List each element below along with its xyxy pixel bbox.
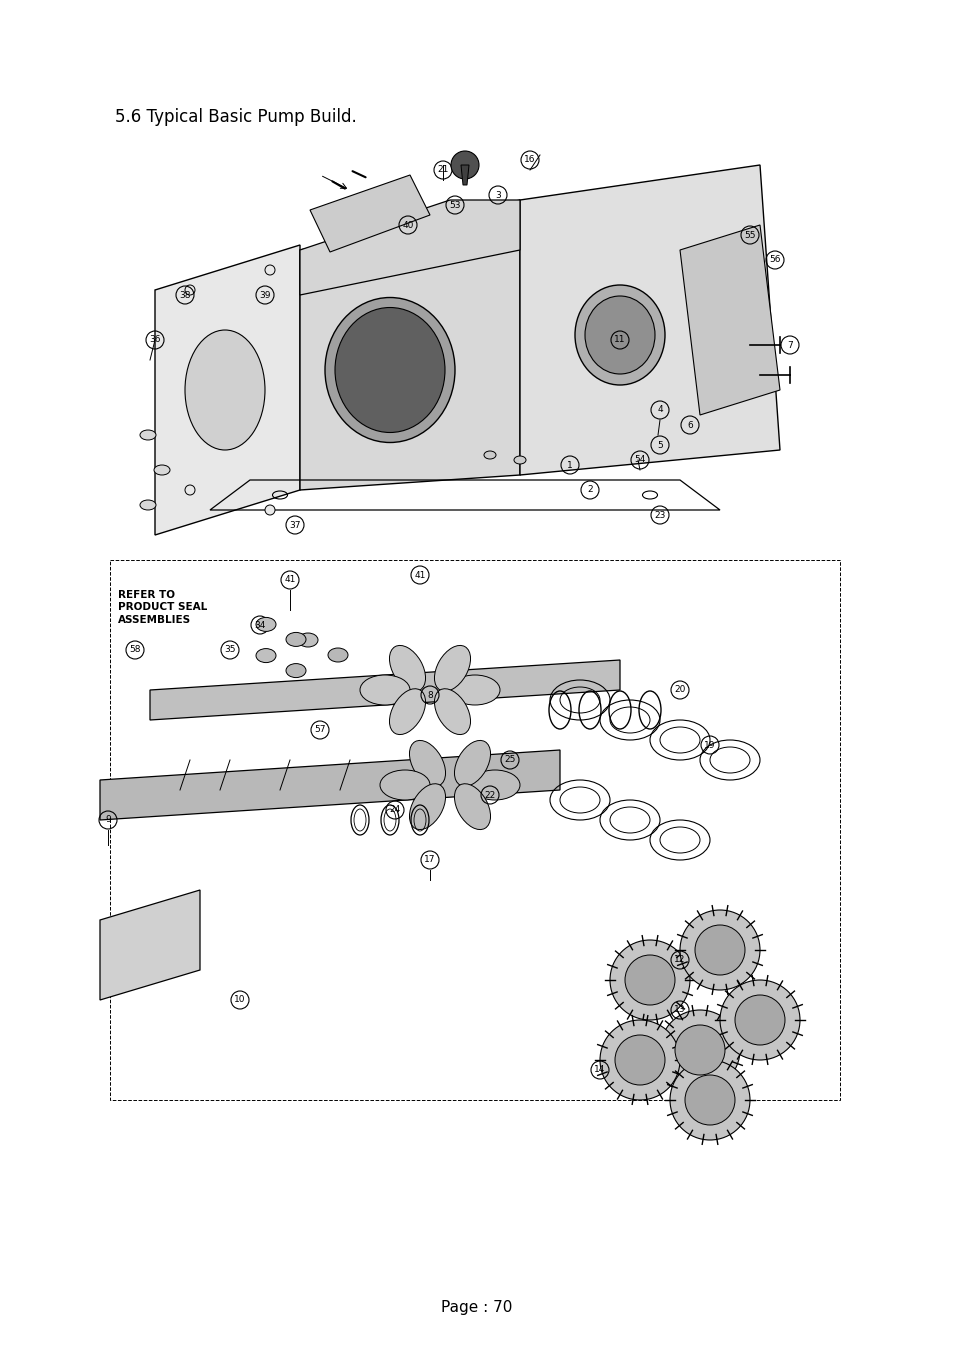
Ellipse shape — [514, 457, 525, 463]
Circle shape — [609, 940, 689, 1020]
Text: 11: 11 — [614, 335, 625, 345]
Text: 23: 23 — [654, 511, 665, 520]
Text: 40: 40 — [402, 220, 414, 230]
Circle shape — [451, 151, 478, 178]
Ellipse shape — [297, 634, 317, 647]
Text: 22: 22 — [484, 790, 496, 800]
Circle shape — [599, 1020, 679, 1100]
Ellipse shape — [286, 663, 306, 678]
Polygon shape — [679, 226, 780, 415]
Polygon shape — [100, 750, 559, 820]
Text: Page : 70: Page : 70 — [441, 1300, 512, 1315]
Ellipse shape — [255, 648, 275, 662]
Ellipse shape — [328, 648, 348, 662]
Text: 8: 8 — [427, 690, 433, 700]
Ellipse shape — [409, 784, 445, 830]
Ellipse shape — [153, 465, 170, 476]
Text: 17: 17 — [424, 855, 436, 865]
Circle shape — [734, 994, 784, 1046]
Polygon shape — [310, 176, 430, 253]
Text: 36: 36 — [149, 335, 161, 345]
Ellipse shape — [470, 770, 519, 800]
Ellipse shape — [379, 770, 430, 800]
Ellipse shape — [454, 740, 490, 786]
Text: 16: 16 — [524, 155, 536, 165]
Ellipse shape — [584, 296, 655, 374]
Text: 4: 4 — [657, 405, 662, 415]
Text: 6: 6 — [686, 420, 692, 430]
Circle shape — [615, 1035, 664, 1085]
Text: 14: 14 — [594, 1066, 605, 1074]
Text: 2: 2 — [587, 485, 592, 494]
Ellipse shape — [434, 689, 470, 735]
Ellipse shape — [185, 330, 265, 450]
Circle shape — [695, 925, 744, 975]
Circle shape — [720, 979, 800, 1061]
Ellipse shape — [140, 430, 156, 440]
Circle shape — [669, 1061, 749, 1140]
Text: 54: 54 — [634, 455, 645, 465]
Ellipse shape — [389, 646, 425, 692]
Circle shape — [185, 485, 194, 494]
Ellipse shape — [325, 297, 455, 443]
Text: 7: 7 — [786, 340, 792, 350]
Text: 24: 24 — [389, 805, 400, 815]
Polygon shape — [150, 661, 619, 720]
Text: REFER TO
PRODUCT SEAL
ASSEMBLIES: REFER TO PRODUCT SEAL ASSEMBLIES — [118, 590, 207, 624]
Polygon shape — [519, 165, 780, 476]
Text: 25: 25 — [504, 755, 516, 765]
Ellipse shape — [454, 784, 490, 830]
Text: 41: 41 — [414, 570, 425, 580]
Text: 5: 5 — [657, 440, 662, 450]
Circle shape — [185, 285, 194, 295]
Ellipse shape — [335, 308, 444, 432]
Text: 21: 21 — [436, 166, 448, 174]
Text: 12: 12 — [674, 955, 685, 965]
Text: 39: 39 — [259, 290, 271, 300]
Text: 34: 34 — [254, 620, 265, 630]
Ellipse shape — [255, 617, 275, 631]
Polygon shape — [460, 165, 469, 185]
Circle shape — [265, 265, 274, 276]
Polygon shape — [299, 200, 519, 295]
Text: 53: 53 — [449, 200, 460, 209]
Text: 58: 58 — [129, 646, 141, 654]
Text: 35: 35 — [224, 646, 235, 654]
Text: 13: 13 — [674, 1005, 685, 1015]
Text: 41: 41 — [284, 576, 295, 585]
Circle shape — [675, 1025, 724, 1075]
Text: 10: 10 — [234, 996, 246, 1005]
Text: 5.6 Typical Basic Pump Build.: 5.6 Typical Basic Pump Build. — [115, 108, 356, 126]
Text: 9: 9 — [105, 816, 111, 824]
Ellipse shape — [389, 689, 425, 735]
Ellipse shape — [409, 740, 445, 786]
Circle shape — [265, 505, 274, 515]
Circle shape — [659, 1011, 740, 1090]
Ellipse shape — [286, 632, 306, 646]
Ellipse shape — [434, 646, 470, 692]
Text: 55: 55 — [743, 231, 755, 239]
Ellipse shape — [140, 500, 156, 509]
Circle shape — [679, 911, 760, 990]
Ellipse shape — [483, 451, 496, 459]
Text: 57: 57 — [314, 725, 325, 735]
Text: 38: 38 — [179, 290, 191, 300]
Circle shape — [624, 955, 675, 1005]
Polygon shape — [154, 245, 299, 535]
Text: 56: 56 — [768, 255, 780, 265]
Ellipse shape — [359, 676, 410, 705]
Text: 20: 20 — [674, 685, 685, 694]
Text: 19: 19 — [703, 740, 715, 750]
Text: 3: 3 — [495, 190, 500, 200]
Text: 1: 1 — [566, 461, 572, 470]
Ellipse shape — [450, 676, 499, 705]
Text: 37: 37 — [289, 520, 300, 530]
Polygon shape — [299, 200, 519, 490]
Polygon shape — [100, 890, 200, 1000]
Ellipse shape — [575, 285, 664, 385]
Circle shape — [684, 1075, 734, 1125]
